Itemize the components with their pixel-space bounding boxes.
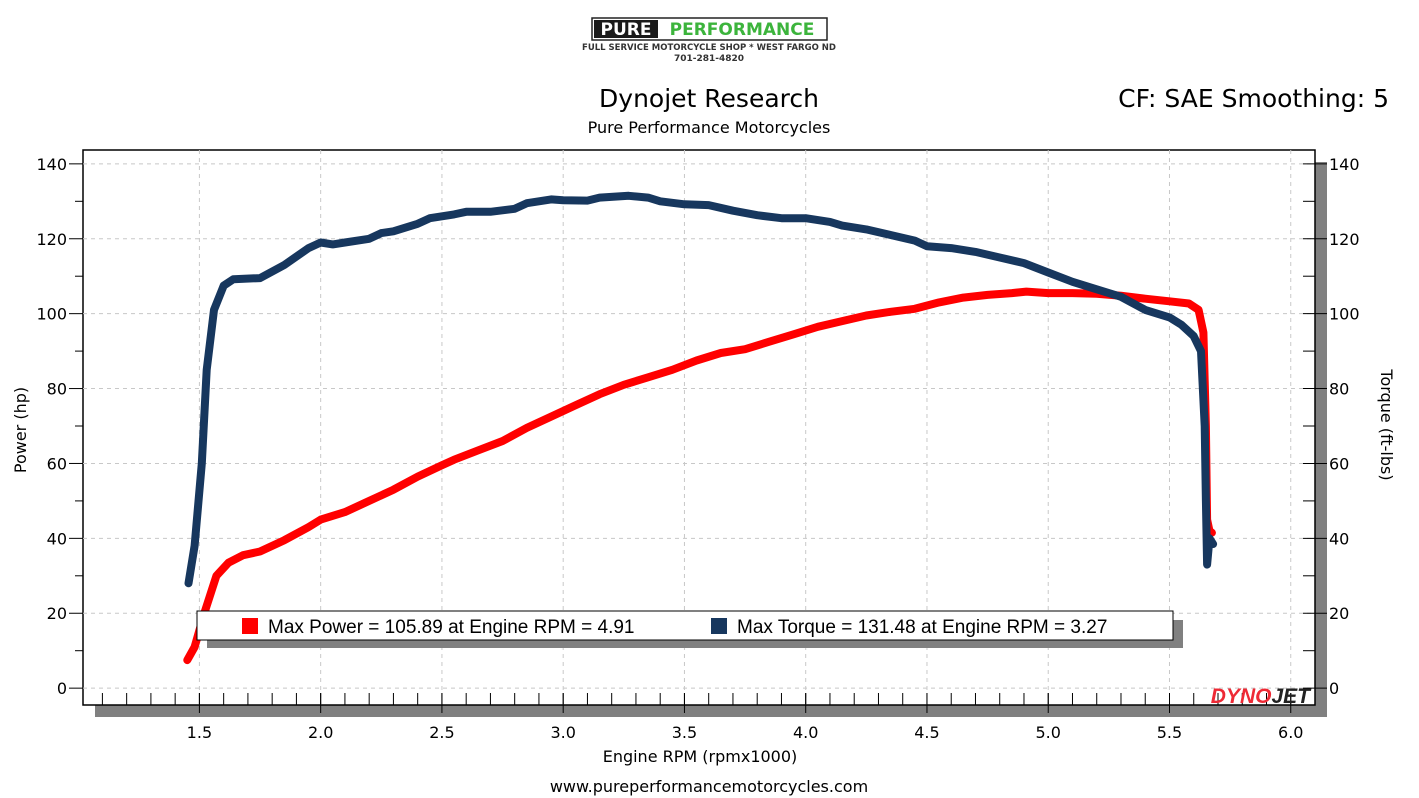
y-tick-label: 0 xyxy=(57,679,67,698)
y-tick-label: 120 xyxy=(36,230,67,249)
x-tick-label: 5.5 xyxy=(1157,723,1182,742)
y-tick-label: 60 xyxy=(47,454,67,473)
logo-text-left: PURE xyxy=(601,20,652,40)
y2-tick-label: 140 xyxy=(1329,155,1360,174)
x-tick-label: 5.0 xyxy=(1036,723,1061,742)
legend-torque: Max Torque = 131.48 at Engine RPM = 3.27 xyxy=(737,617,1107,638)
x-tick-label: 4.0 xyxy=(793,723,818,742)
y2-tick-label: 0 xyxy=(1329,679,1339,698)
legend-swatch-torque xyxy=(711,618,727,634)
y-tick-label: 20 xyxy=(47,604,67,623)
y2-tick-label: 40 xyxy=(1329,529,1349,548)
x-tick-label: 3.0 xyxy=(550,723,575,742)
y-tick-label: 140 xyxy=(36,155,67,174)
x-axis-label: Engine RPM (rpmx1000) xyxy=(603,747,798,766)
y2-tick-label: 100 xyxy=(1329,305,1360,324)
x-tick-label: 6.0 xyxy=(1278,723,1303,742)
dynojet-watermark: DYNOJET xyxy=(1211,685,1312,708)
x-tick-label: 2.5 xyxy=(429,723,454,742)
watermark-text: DYNOJET xyxy=(1211,685,1312,708)
watermark-left: DYNO xyxy=(1211,685,1272,708)
y-tick-label: 100 xyxy=(36,305,67,324)
correction-factor: CF: SAE Smoothing: 5 xyxy=(1118,84,1389,113)
y-axis-label: Power (hp) xyxy=(11,387,30,473)
x-tick-label: 4.5 xyxy=(914,723,939,742)
y2-tick-label: 60 xyxy=(1329,454,1349,473)
y2-tick-label: 20 xyxy=(1329,604,1349,623)
y2-axis-label: Torque (ft-lbs) xyxy=(1377,368,1396,480)
logo-text-right: PERFORMANCE xyxy=(670,20,815,40)
legend: Max Power = 105.89 at Engine RPM = 4.91 … xyxy=(196,610,1183,648)
x-tick-label: 1.5 xyxy=(187,723,212,742)
logo-phone: 701-281-4820 xyxy=(674,54,744,64)
logo: PURE PERFORMANCE FULL SERVICE MOTORCYCLE… xyxy=(582,17,836,64)
y2-tick-label: 80 xyxy=(1329,380,1349,399)
torque-line xyxy=(184,191,1218,588)
x-tick-label: 2.0 xyxy=(308,723,333,742)
legend-swatch-power xyxy=(242,618,258,634)
y-tick-label: 80 xyxy=(47,380,67,399)
footer-url: www.pureperformancemotorcycles.com xyxy=(550,777,868,796)
legend-power: Max Power = 105.89 at Engine RPM = 4.91 xyxy=(268,617,635,638)
watermark-right: JET xyxy=(1271,685,1312,708)
chart-title: Dynojet Research xyxy=(599,84,819,113)
x-tick-label: 3.5 xyxy=(672,723,697,742)
logo-subtitle: FULL SERVICE MOTORCYCLE SHOP * WEST FARG… xyxy=(582,43,836,53)
y-tick-label: 40 xyxy=(47,529,67,548)
y2-tick-label: 120 xyxy=(1329,230,1360,249)
chart-subtitle: Pure Performance Motorcycles xyxy=(588,118,831,137)
